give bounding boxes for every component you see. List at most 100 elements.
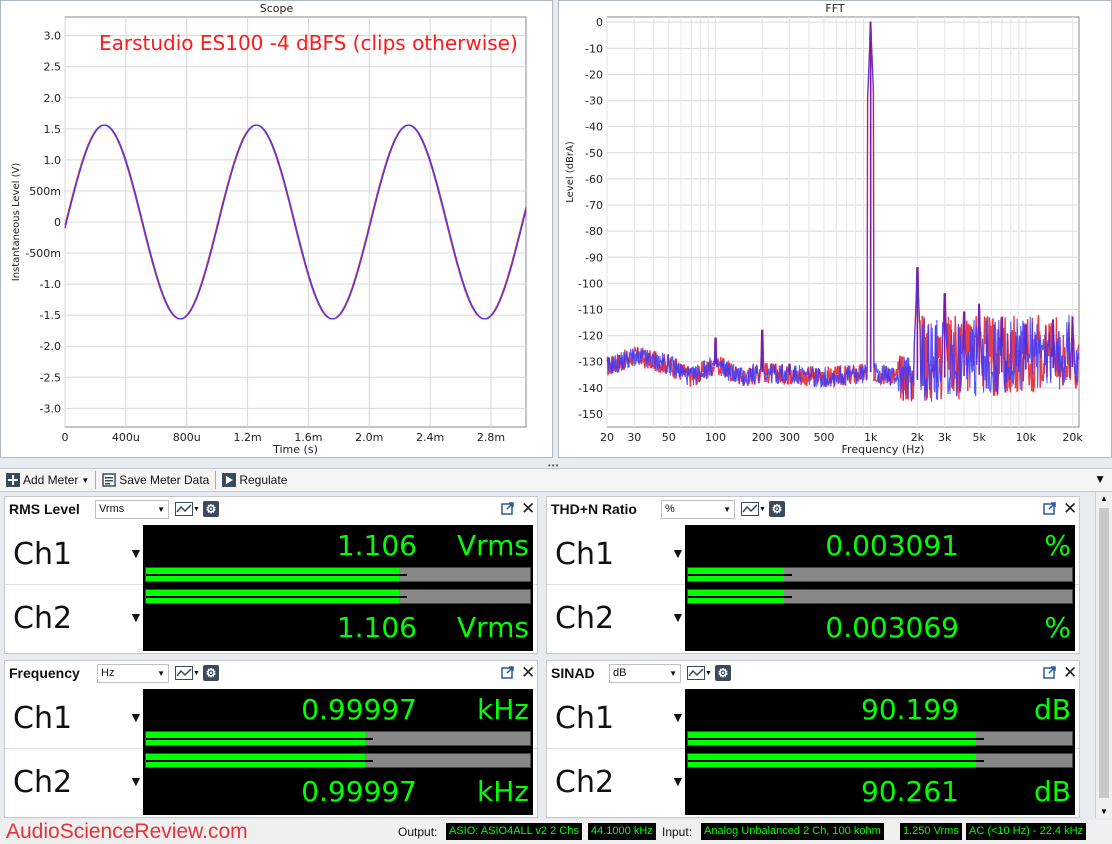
scroll-thumb[interactable] [1099,508,1109,798]
y-tick-label: -3.0 [40,402,61,415]
x-tick-label: 0 [62,431,69,444]
gear-icon[interactable]: ⚙ [203,501,219,517]
y-tick-label: 500m [29,185,61,198]
meters-scrollbar[interactable]: ▲ ▼ [1095,492,1112,818]
close-icon[interactable]: ✕ [521,499,536,518]
unit-readout: % [1044,529,1071,562]
pop-out-icon[interactable] [501,501,515,515]
gear-icon[interactable]: ⚙ [203,665,219,681]
input-device[interactable]: Analog Unbalanced 2 Ch, 100 kohm [701,823,884,840]
graph-options-button[interactable]: ▼ [175,501,201,517]
y-tick-label: -40 [585,121,603,134]
y-tick-label: -2.0 [40,340,61,353]
channel-dropdown-icon[interactable]: ▼ [671,609,685,625]
channel-row-ch1: Ch1 ▼ 90.199 dB [547,685,1079,751]
y-tick-label: -500m [25,247,61,260]
value-readout: 0.99997 [301,693,417,726]
value-readout: 0.99997 [301,775,417,808]
close-icon[interactable]: ✕ [1063,663,1078,682]
save-data-icon [102,473,117,487]
close-icon[interactable]: ✕ [521,663,536,682]
channel-dropdown-icon[interactable]: ▼ [671,709,685,725]
channel-dropdown-icon[interactable]: ▼ [129,545,143,561]
unit-select[interactable]: Hz ▼ [97,664,169,683]
channel-row-ch2: Ch2 ▼ 90.261 dB [547,751,1079,815]
scope-graph-panel[interactable]: Scope 3.0 2.5 2.0 1.5 1.0 500m 0 -500m -1.0 -1.5 -… [0,0,553,458]
y-tick-label: -130 [578,356,603,369]
graph-options-button[interactable]: ▼ [741,501,767,517]
value-readout: 90.261 [861,775,959,808]
output-rate[interactable]: 44.1000 kHz [588,823,656,840]
channel-row-ch1: Ch1 ▼ 0.003091 % [547,521,1079,587]
output-device[interactable]: ASIO: ASIO4ALL v2 2 Chs [446,823,582,840]
plus-icon [6,473,20,487]
fft-chart[interactable]: 0 -10 -20 -30 -40 -50 -60 -70 -80 -90 -100 -110 -120… [559,1,1111,457]
collapse-panel-icon[interactable]: ▼ [1094,472,1106,486]
output-label: Output: [398,825,438,839]
fft-graph-panel[interactable]: FFT 0 -10 -20 -30 -40 -50 -60 -70 -80 -90 -100 -110… [558,0,1112,458]
x-tick-label: 2.4m [416,431,444,444]
level-bar [687,731,1073,746]
graph-options-button[interactable]: ▼ [175,665,201,681]
gear-icon[interactable]: ⚙ [715,665,731,681]
channel-row-ch2: Ch2 ▼ 0.003069 % [547,587,1079,651]
unit-select-value: % [665,503,675,515]
x-tick-label: 1.6m [294,431,322,444]
level-bar [687,753,1073,768]
close-icon[interactable]: ✕ [1063,499,1078,518]
unit-select[interactable]: Vrms ▼ [95,500,169,519]
gear-icon[interactable]: ⚙ [769,501,785,517]
x-tick-label: 400u [112,431,140,444]
input-coupling[interactable]: AC (<10 Hz) - 22.4 kHz [966,823,1087,840]
graph-options-button[interactable]: ▼ [687,665,713,681]
level-bar-marker [688,738,984,740]
value-display: 0.003069 % [685,587,1075,651]
chevron-down-icon: ▼ [705,669,712,677]
scope-chart[interactable]: 3.0 2.5 2.0 1.5 1.0 500m 0 -500m -1.0 -1.5 -2.0 -2.… [1,1,552,457]
y-tick-label: -1.5 [40,309,61,322]
unit-select[interactable]: % ▼ [661,500,735,519]
y-tick-label: -150 [578,408,603,421]
level-bar-marker [688,596,792,598]
channel-dropdown-icon[interactable]: ▼ [671,545,685,561]
y-tick-label: -90 [585,251,603,264]
unit-readout: Vrms [456,611,529,644]
value-readout: 1.106 [336,529,417,562]
meter-toolbar: Add Meter ▼ Save Meter Data Regulate ▼ [0,468,1112,492]
splitter-handle[interactable]: ••• [0,458,1112,470]
scroll-up-icon[interactable]: ▲ [1100,494,1108,503]
x-axis-label: Frequency (Hz) [842,443,925,456]
regulate-button[interactable]: Regulate [216,469,293,491]
channel-label: Ch1 [13,537,73,572]
save-meter-data-button[interactable]: Save Meter Data [96,469,215,491]
meter-rms: RMS Level Vrms ▼ ▼ ⚙ ✕ Ch1 ▼ 1.106 Vrms [4,496,538,654]
unit-select-value: Hz [101,667,115,679]
channel-dropdown-icon[interactable]: ▼ [671,773,685,789]
value-display: 1.106 Vrms [143,587,533,651]
channel-dropdown-icon[interactable]: ▼ [129,773,143,789]
x-tick-label: 500 [813,431,834,444]
pop-out-icon[interactable] [1043,501,1057,515]
channel-dropdown-icon[interactable]: ▼ [129,709,143,725]
x-tick-label: 50 [662,431,676,444]
input-label: Input: [662,825,693,839]
unit-select[interactable]: dB ▼ [609,664,681,683]
value-display: 90.261 dB [685,751,1075,815]
channel-label: Ch1 [13,701,73,736]
y-tick-label: -50 [585,147,603,160]
pop-out-icon[interactable] [1043,665,1057,679]
pop-out-icon[interactable] [501,665,515,679]
y-tick-label: -1.0 [40,278,61,291]
y-tick-label: 2.5 [44,61,62,74]
y-tick-label: -100 [578,277,603,290]
channel-row-ch1: Ch1 ▼ 0.99997 kHz [5,685,537,751]
channel-label: Ch2 [555,765,615,800]
channel-label: Ch2 [13,601,73,636]
scroll-down-icon[interactable]: ▼ [1100,807,1108,816]
input-range[interactable]: 1.250 Vrms [900,823,962,840]
x-tick-label: 5k [972,431,986,444]
channel-row-ch1: Ch1 ▼ 1.106 Vrms [5,521,537,587]
add-meter-button[interactable]: Add Meter ▼ [0,469,95,491]
channel-dropdown-icon[interactable]: ▼ [129,609,143,625]
scope-annotation: Earstudio ES100 -4 dBFS (clips otherwise… [99,31,518,55]
